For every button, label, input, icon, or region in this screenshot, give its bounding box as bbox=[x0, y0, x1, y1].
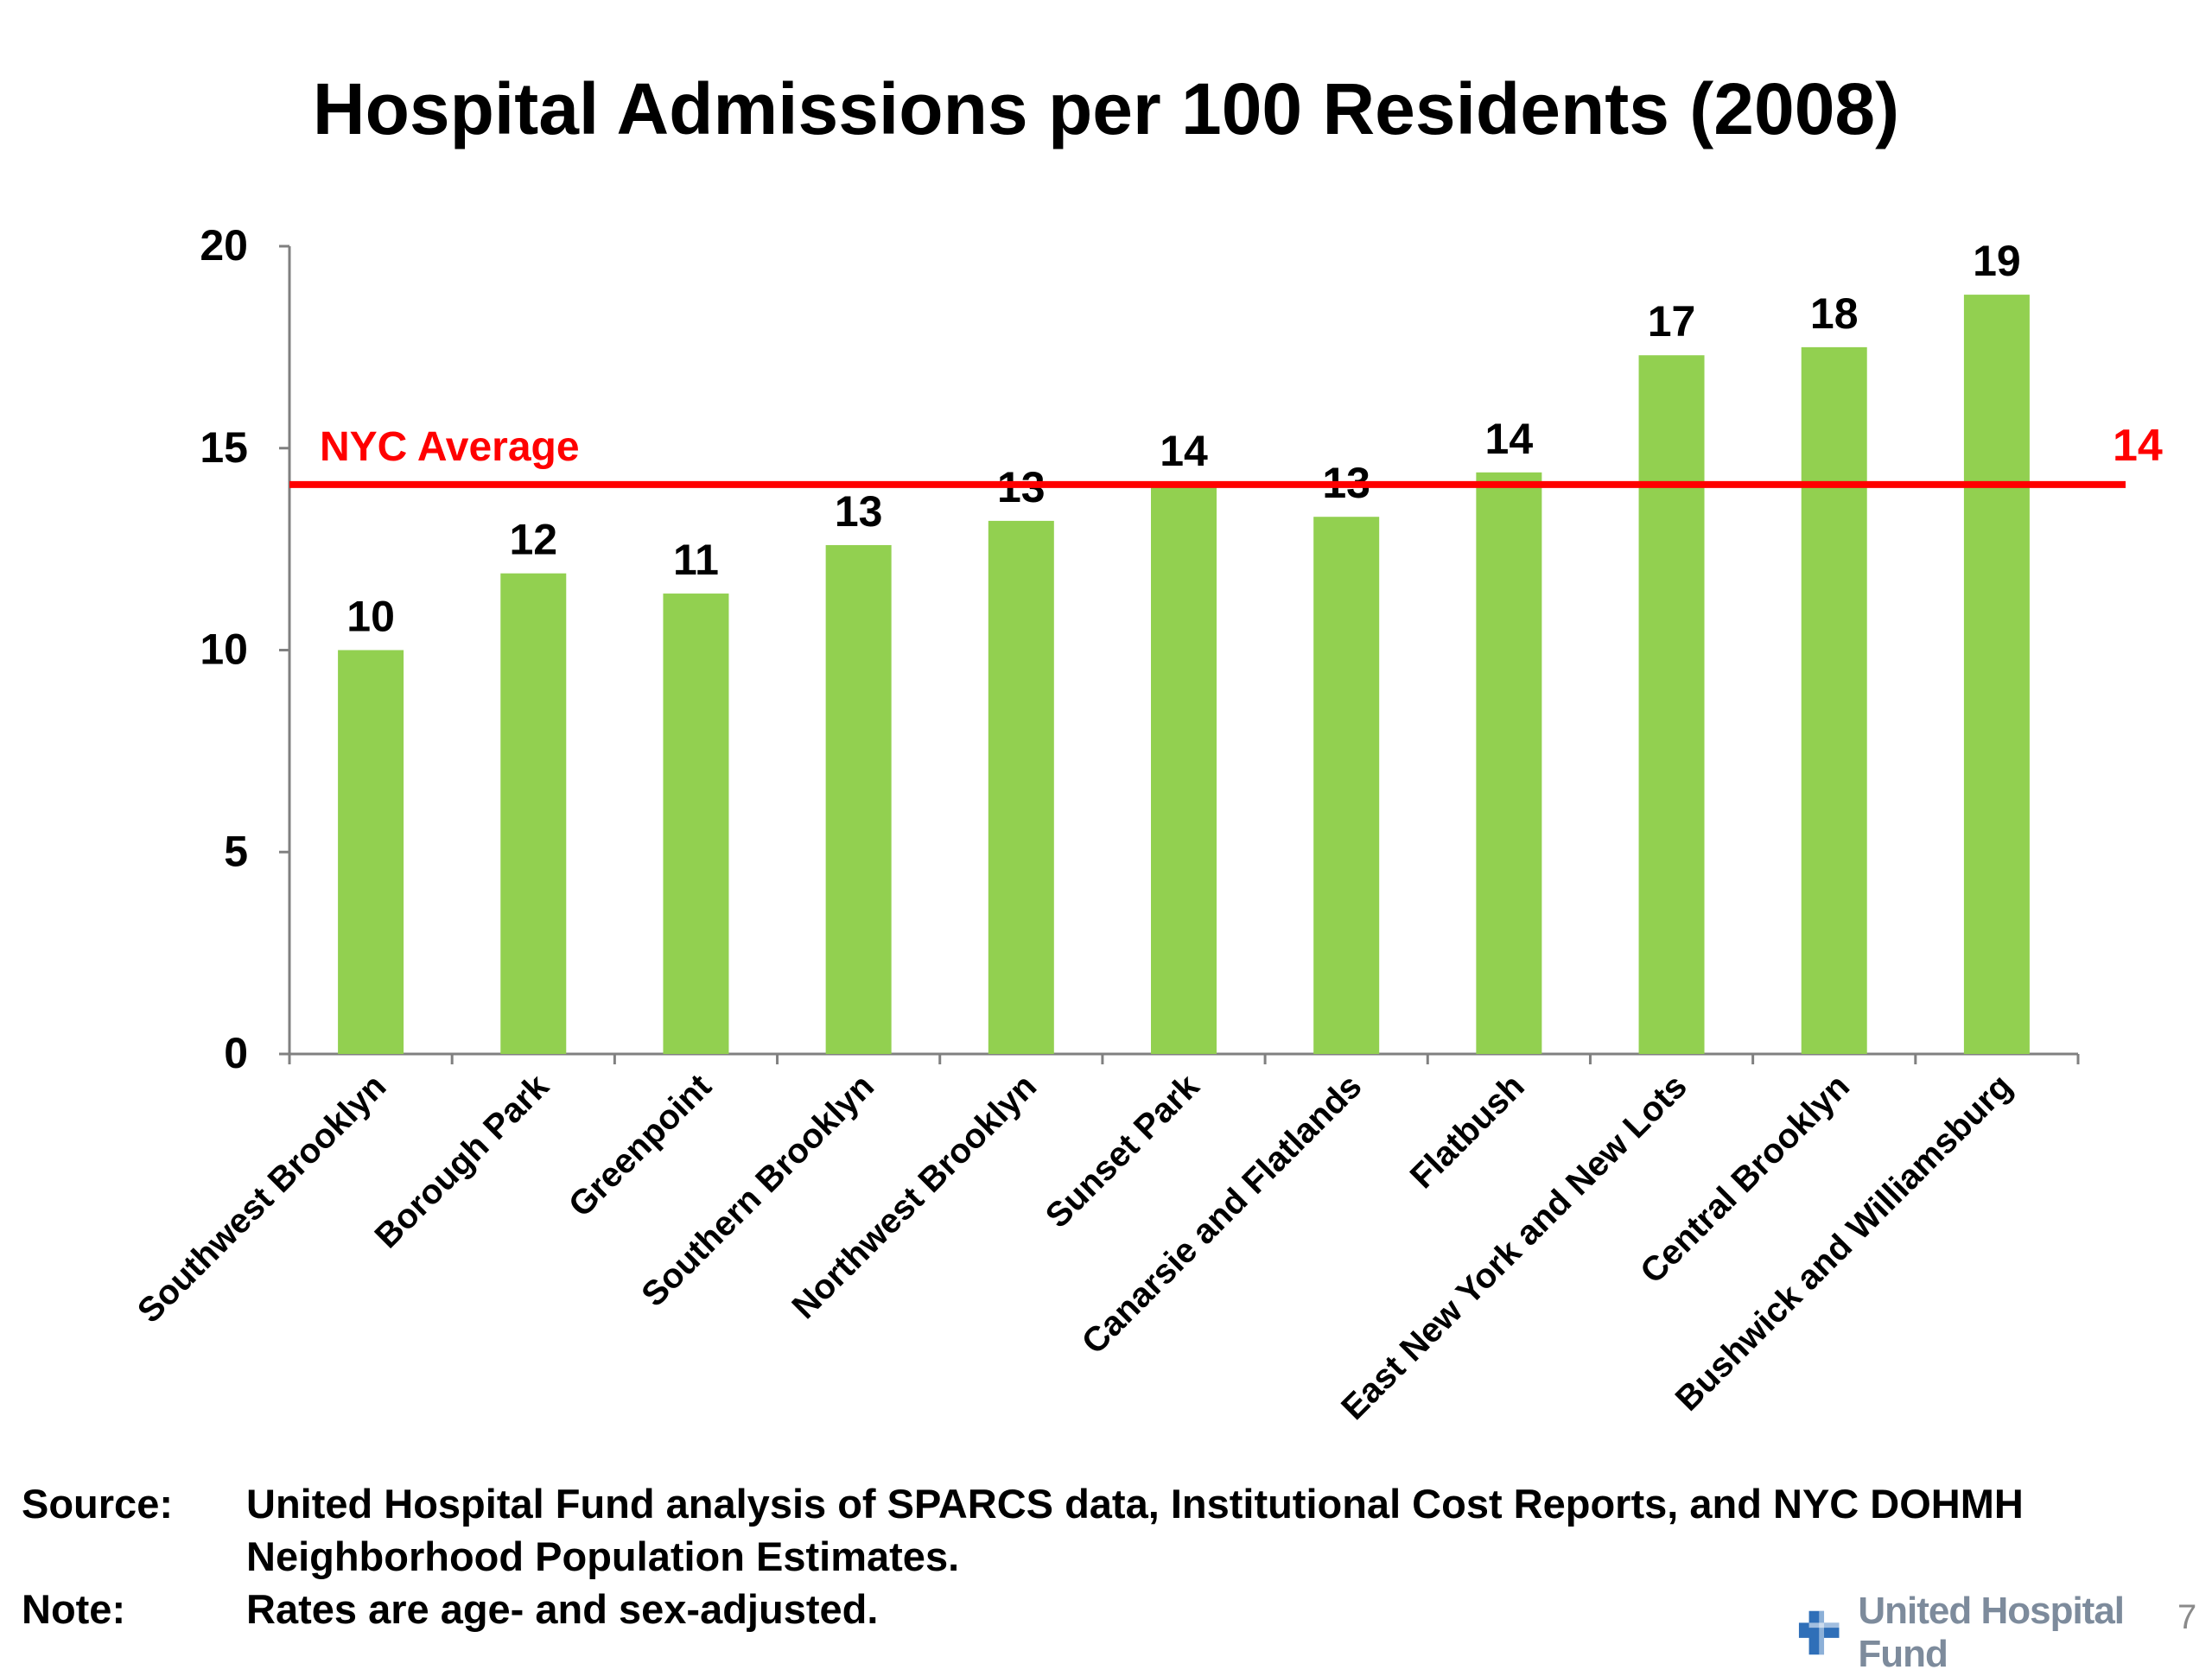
bar bbox=[1476, 472, 1542, 1054]
x-tick-label: East New York and New Lots bbox=[1334, 1067, 1694, 1427]
note-label: Note: bbox=[22, 1586, 126, 1632]
note-text: Rates are age- and sex-adjusted. bbox=[246, 1586, 879, 1632]
x-tick-label: Canarsie and Flatlands bbox=[1075, 1067, 1370, 1362]
bar bbox=[825, 544, 892, 1054]
united-hospital-fund-logo: United Hospital Fund bbox=[1797, 1590, 2212, 1676]
data-label: 11 bbox=[673, 536, 719, 584]
chart-title: Hospital Admissions per 100 Residents (2… bbox=[312, 68, 1900, 149]
y-tick-label: 20 bbox=[200, 221, 248, 270]
y-tick-label: 5 bbox=[224, 827, 248, 875]
y-tick-label: 15 bbox=[200, 423, 248, 472]
bar bbox=[1963, 295, 2030, 1055]
data-label: 12 bbox=[509, 516, 557, 564]
bar bbox=[1313, 517, 1380, 1054]
nyc-average-value-label: 14 bbox=[2113, 421, 2163, 471]
y-tick-label: 0 bbox=[224, 1029, 248, 1077]
data-label: 13 bbox=[835, 487, 883, 536]
hospital-cross-icon bbox=[1798, 1610, 1840, 1655]
bar bbox=[500, 573, 567, 1054]
x-tick-label: Southwest Brooklyn bbox=[130, 1067, 394, 1330]
x-tick-label: Greenpoint bbox=[562, 1067, 719, 1224]
bar bbox=[663, 594, 729, 1054]
x-tick-label: Flatbush bbox=[1403, 1067, 1532, 1196]
bar bbox=[988, 520, 1054, 1054]
bar bbox=[338, 650, 404, 1054]
y-tick-label: 10 bbox=[200, 625, 248, 674]
page-number: 7 bbox=[2177, 1598, 2197, 1636]
note-row: Note: Rates are age- and sex-adjusted. bbox=[22, 1583, 2061, 1635]
bar bbox=[1638, 355, 1705, 1055]
x-tick-label: Borough Park bbox=[368, 1067, 557, 1256]
logo-text: United Hospital Fund bbox=[1858, 1590, 2125, 1675]
x-tick-label: Bushwick and Williamsburg bbox=[1669, 1067, 2019, 1418]
source-text: United Hospital Fund analysis of SPARCS … bbox=[246, 1481, 2024, 1579]
source-label: Source: bbox=[22, 1481, 173, 1527]
data-label: 19 bbox=[1973, 237, 2021, 285]
data-label: 10 bbox=[346, 593, 395, 641]
nyc-average-label: NYC Average bbox=[320, 424, 580, 470]
data-label: 18 bbox=[1810, 289, 1859, 338]
data-label: 17 bbox=[1648, 297, 1696, 346]
data-label: 14 bbox=[1485, 415, 1534, 463]
bar-chart: 0 5 10 15 20 10 Southwest Brooklyn 12 Borough Pa… bbox=[130, 221, 2163, 1427]
x-tick-label: Sunset Park bbox=[1039, 1067, 1207, 1235]
data-label: 14 bbox=[1160, 427, 1208, 475]
bar bbox=[1801, 346, 1867, 1054]
footer: Source: United Hospital Fund analysis of… bbox=[22, 1477, 2061, 1635]
source-row: Source: United Hospital Fund analysis of… bbox=[22, 1477, 2061, 1583]
bar bbox=[1151, 484, 1217, 1054]
